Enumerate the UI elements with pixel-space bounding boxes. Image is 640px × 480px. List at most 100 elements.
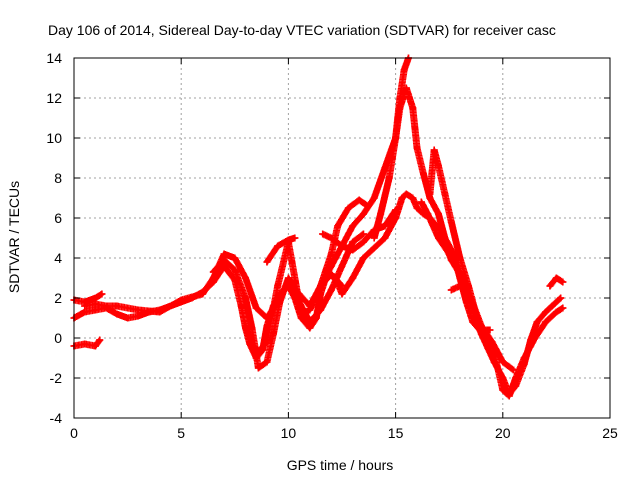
data-point <box>134 312 142 320</box>
data-point <box>199 290 207 298</box>
data-point <box>462 298 470 306</box>
data-point <box>349 246 357 254</box>
plot-frame <box>73 57 611 419</box>
data-point <box>441 190 449 198</box>
data-point <box>291 234 299 242</box>
data-point <box>248 324 256 332</box>
data-point <box>98 290 106 298</box>
data-point <box>434 234 442 242</box>
data-point <box>317 306 325 314</box>
data-point <box>317 282 325 290</box>
data-point <box>284 274 292 282</box>
data-point <box>424 210 432 218</box>
tick-layer: 0 5 10 15 20 25 -4 -2 0 2 4 6 8 10 12 14 <box>46 50 618 441</box>
series-track-l <box>426 146 494 334</box>
data-point <box>327 234 335 242</box>
data-point <box>552 274 560 282</box>
data-point <box>499 358 507 366</box>
data-point <box>392 206 400 214</box>
data-point <box>252 350 260 358</box>
y-tick-label: -2 <box>50 370 63 386</box>
data-point <box>477 326 485 334</box>
series-track-m <box>447 282 470 294</box>
data-point <box>338 290 346 298</box>
data-point <box>113 310 121 318</box>
data-point <box>209 268 217 276</box>
x-tick-label: 20 <box>495 425 511 441</box>
data-point <box>81 340 89 348</box>
data-point <box>91 306 99 314</box>
x-tick-label: 0 <box>70 425 78 441</box>
y-tick-label: 0 <box>54 330 62 346</box>
data-point <box>396 94 404 102</box>
data-point <box>274 242 282 250</box>
data-point <box>381 234 389 242</box>
data-point <box>441 234 449 242</box>
data-point <box>306 306 314 314</box>
data-point <box>113 302 121 310</box>
data-point <box>284 236 292 244</box>
data-point <box>559 304 567 312</box>
data-point <box>445 250 453 258</box>
chart-title: Day 106 of 2014, Sidereal Day-to-day VTE… <box>48 22 556 38</box>
data-point <box>559 278 567 286</box>
data-point <box>263 338 271 346</box>
series-track-f <box>242 230 367 358</box>
data-point <box>434 210 442 218</box>
data-point <box>413 144 421 152</box>
data-point <box>548 302 556 310</box>
data-point <box>306 318 314 326</box>
data-point <box>209 274 217 282</box>
data-point <box>409 194 417 202</box>
data-point <box>242 274 250 282</box>
x-tick-label: 10 <box>281 425 297 441</box>
data-point <box>364 202 372 210</box>
data-point <box>252 304 260 312</box>
data-point <box>381 164 389 172</box>
data-point <box>134 306 142 314</box>
y-tick-label: -4 <box>50 410 63 426</box>
y-tick-label: 8 <box>54 170 62 186</box>
data-point <box>242 294 250 302</box>
data-point <box>392 134 400 142</box>
data-point <box>96 336 104 344</box>
y-tick-label: 10 <box>46 130 62 146</box>
x-tick-label: 5 <box>177 425 185 441</box>
data-point <box>295 298 303 306</box>
data-point <box>344 204 352 212</box>
data-point <box>488 338 496 346</box>
data-point <box>370 244 378 252</box>
data-point <box>319 230 327 238</box>
data-point <box>434 162 442 170</box>
data-point <box>402 190 410 198</box>
data-point <box>377 210 385 218</box>
data-point <box>413 204 421 212</box>
data-point <box>306 324 314 332</box>
y-tick-label: 14 <box>46 50 62 66</box>
data-point <box>359 254 367 262</box>
data-point <box>381 222 389 230</box>
data-point <box>398 194 406 202</box>
data-point <box>102 302 110 310</box>
data-point <box>456 282 464 290</box>
data-point <box>542 318 550 326</box>
data-point <box>274 282 282 290</box>
series-track-g <box>263 234 299 266</box>
data-point <box>156 308 164 316</box>
data-point <box>499 386 507 394</box>
y-axis-title: SDTVAR / TECUs <box>6 181 22 293</box>
data-point <box>557 294 565 302</box>
data-point <box>338 262 346 270</box>
data-point <box>520 354 528 362</box>
y-tick-label: 4 <box>54 250 62 266</box>
y-tick-label: 2 <box>54 290 62 306</box>
data-point <box>349 238 357 246</box>
data-point <box>473 314 481 322</box>
data-point <box>334 222 342 230</box>
data-point <box>91 342 99 350</box>
data-point <box>359 230 367 238</box>
data-point <box>91 294 99 302</box>
data-point <box>349 274 357 282</box>
data-point <box>327 250 335 258</box>
data-point <box>359 210 367 218</box>
